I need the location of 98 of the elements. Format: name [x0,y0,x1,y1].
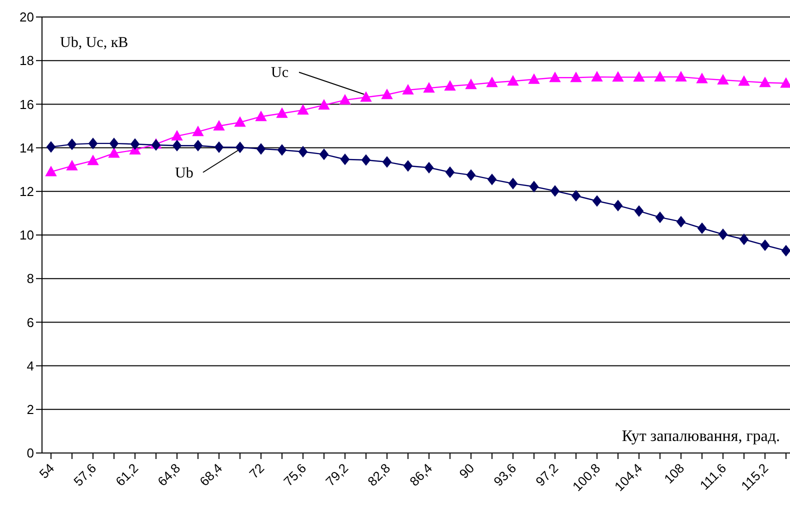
x-axis-title: Кут запалювання, град. [622,428,780,445]
x-tick-label: 93,6 [490,460,520,490]
point [256,143,266,154]
point [780,78,790,88]
point [696,73,708,84]
point [592,71,602,82]
x-tick-label: 75,6 [280,460,310,490]
point [740,234,748,245]
x-tick-label: 79,2 [322,460,352,490]
point [88,138,98,149]
point [362,154,370,166]
point [550,185,560,196]
point [276,108,288,118]
point [192,126,204,136]
point [172,140,182,152]
point [466,170,476,181]
x-tick-label: 64,8 [154,460,184,490]
point [402,84,414,95]
y-tick-label: 8 [26,271,34,286]
point [466,79,476,90]
y-tick-label: 6 [26,314,34,330]
point [382,156,392,168]
point [404,160,412,172]
point [108,148,120,158]
point [46,141,56,152]
point [194,140,202,152]
x-tick-label: 90 [456,460,478,482]
y-tick-label: 18 [20,53,34,68]
point [676,71,686,82]
point [676,216,686,228]
point [508,76,518,86]
point [782,245,790,256]
point [528,74,540,84]
point [612,72,624,82]
point [738,76,750,86]
point [486,77,498,88]
x-tick-label: 54 [36,460,58,482]
series-label: Ub [175,165,194,182]
point [444,80,456,91]
point [318,100,330,110]
point [698,222,706,234]
point [320,148,328,160]
point [572,190,580,202]
x-tick-label: 68,4 [196,460,226,490]
point [110,138,118,149]
point [614,200,622,212]
x-tick-label: 86,4 [406,460,436,490]
x-tick-label: 57,6 [70,460,100,490]
point [340,94,350,105]
point [718,74,728,84]
point [508,178,518,190]
point [278,144,286,156]
point [298,146,308,158]
point [760,240,770,251]
point [634,72,644,82]
point [446,166,454,178]
point [234,116,246,127]
point [68,138,76,150]
point [718,228,728,240]
point [340,154,350,165]
point [382,89,392,100]
point [550,72,560,82]
point [360,92,372,102]
point [172,130,182,141]
point [634,206,644,217]
y-tick-label: 0 [26,446,34,461]
point [424,162,434,174]
point [570,72,582,82]
point [424,82,434,93]
point [46,166,56,176]
y-tick-label: 2 [26,402,34,418]
point [656,212,664,223]
point [214,120,224,130]
point [654,71,666,82]
x-tick-label: 72 [246,460,268,482]
y-tick-label: 12 [20,184,34,200]
y-tick-label: 20 [20,10,34,25]
point [214,142,224,153]
point [130,138,140,150]
point [66,160,78,170]
y-tick-label: 4 [26,358,34,374]
x-tick-label: 61,2 [112,460,142,490]
x-tick-label: 97,2 [532,460,562,490]
y-tick-label: 10 [20,228,34,243]
y-axis-title: Ub, Uc, кВ [60,35,128,51]
point [256,111,266,122]
point [760,77,770,88]
y-tick-label: 16 [20,96,34,112]
series-label: Uc [271,65,289,82]
point [298,104,308,115]
point [488,174,496,185]
y-tick-label: 14 [20,140,34,156]
point [88,155,98,166]
point [530,181,538,192]
point [592,195,602,206]
x-tick-label: 108 [661,460,688,486]
x-tick-label: 82,8 [364,460,394,490]
point [236,142,244,153]
